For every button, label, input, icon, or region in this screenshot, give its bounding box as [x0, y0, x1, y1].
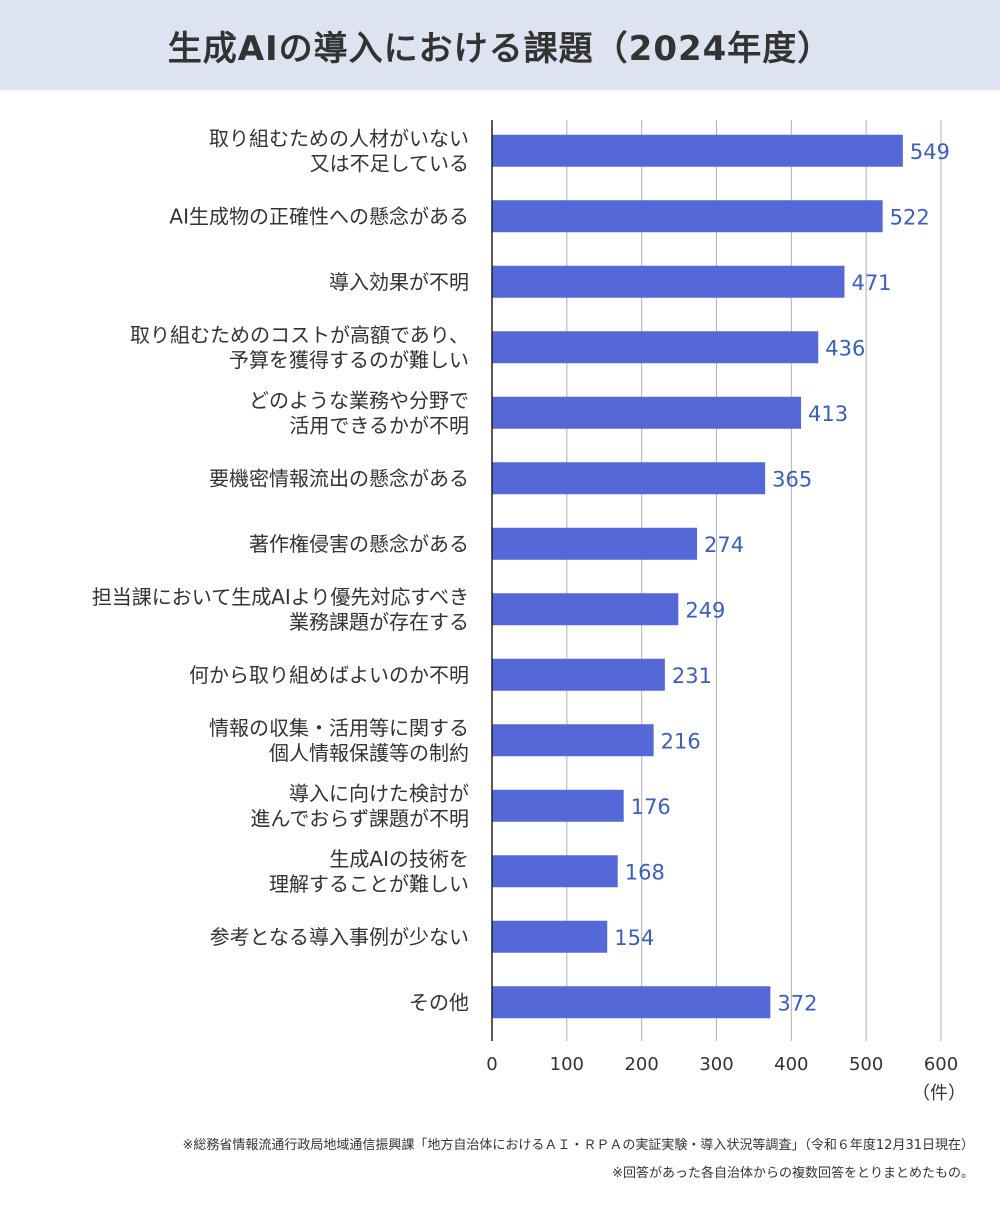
- data-label: 365: [772, 467, 812, 491]
- bar: [492, 658, 665, 691]
- tick-label: 100: [550, 1054, 584, 1075]
- category-label: 担当課において生成AIより優先対応すべき業務課題が存在する: [92, 585, 469, 634]
- x-axis-unit-label: （件）: [912, 1083, 966, 1104]
- bar: [492, 593, 679, 626]
- bar: [492, 462, 766, 495]
- bars: [491, 120, 903, 1041]
- data-label: 372: [777, 991, 817, 1015]
- category-label: 要機密情報流出の懸念がある: [209, 466, 469, 490]
- tick-label: 500: [849, 1054, 883, 1075]
- category-label: 導入に向けた検討が進んでおらず課題が不明: [250, 781, 469, 830]
- bar: [492, 200, 883, 233]
- bar-chart: 取り組むための人材がいない又は不足している AI生成物の正確性への懸念がある導入効…: [92, 120, 966, 1104]
- title-bar: 生成AIの導入における課題（2024年度）: [0, 0, 1000, 90]
- data-label: 231: [672, 664, 712, 688]
- tick-label: 300: [699, 1054, 733, 1075]
- category-labels: 取り組むための人材がいない又は不足している AI生成物の正確性への懸念がある導入効…: [92, 126, 469, 1014]
- data-label: 154: [614, 926, 654, 950]
- value-labels: 549 522 471 436 413 365 274 249 231 216 176 168 154 3…: [614, 140, 950, 1016]
- bar: [492, 986, 771, 1019]
- category-label: AI生成物の正確性への懸念がある: [169, 204, 469, 228]
- data-label: 216: [661, 729, 701, 753]
- data-label: 471: [851, 271, 891, 295]
- page-title: 生成AIの導入における課題（2024年度）: [167, 28, 833, 69]
- bar: [492, 789, 624, 822]
- bar: [492, 396, 802, 429]
- tick-label: 600: [924, 1054, 958, 1075]
- data-label: 436: [825, 336, 865, 360]
- data-label: 522: [890, 205, 930, 229]
- data-label: 176: [631, 795, 671, 819]
- data-label: 549: [910, 140, 950, 164]
- bar: [492, 855, 618, 888]
- category-label: 取り組むためのコストが高額であり、予算を獲得するのが難しい: [130, 323, 469, 372]
- category-label: 何から取り組めばよいのか不明: [189, 663, 469, 687]
- tick-label: 200: [624, 1054, 658, 1075]
- bar: [492, 265, 845, 298]
- x-axis-ticks: 0 100 200 300 400 500 600: [486, 1054, 958, 1075]
- category-label: 導入効果が不明: [329, 270, 469, 294]
- category-label: 取り組むための人材がいない又は不足している: [209, 126, 469, 175]
- footnote-multiple-answers: ※回答があった各自治体からの複数回答をとりまとめたもの。: [612, 1166, 974, 1181]
- data-label: 249: [685, 598, 725, 622]
- category-label: 著作権侵害の懸念がある: [249, 532, 469, 556]
- category-label: 情報の収集・活用等に関する個人情報保護等の制約: [209, 716, 469, 765]
- category-label: 参考となる導入事例が少ない: [210, 925, 469, 949]
- data-label: 168: [625, 860, 665, 884]
- bar: [492, 331, 819, 364]
- footnote-source: ※総務省情報流通行政局地域通信振興課「地方自治体におけるＡＩ・ＲＰＡの実証実験・…: [182, 1138, 974, 1153]
- category-label: どのような業務や分野で活用できるかが不明: [249, 388, 469, 437]
- footnotes: ※総務省情報流通行政局地域通信振興課「地方自治体におけるＡＩ・ＲＰＡの実証実験・…: [183, 1132, 974, 1188]
- tick-label: 0: [486, 1054, 497, 1075]
- bar: [492, 134, 903, 167]
- data-label: 413: [808, 402, 848, 426]
- category-label: 生成AIの技術を理解することが難しい: [269, 847, 469, 896]
- bar: [492, 724, 654, 757]
- category-label: その他: [409, 990, 469, 1014]
- tick-label: 400: [774, 1054, 808, 1075]
- data-label: 274: [704, 533, 744, 557]
- bar: [492, 920, 608, 953]
- bar: [492, 527, 698, 560]
- gridlines: [566, 120, 942, 1041]
